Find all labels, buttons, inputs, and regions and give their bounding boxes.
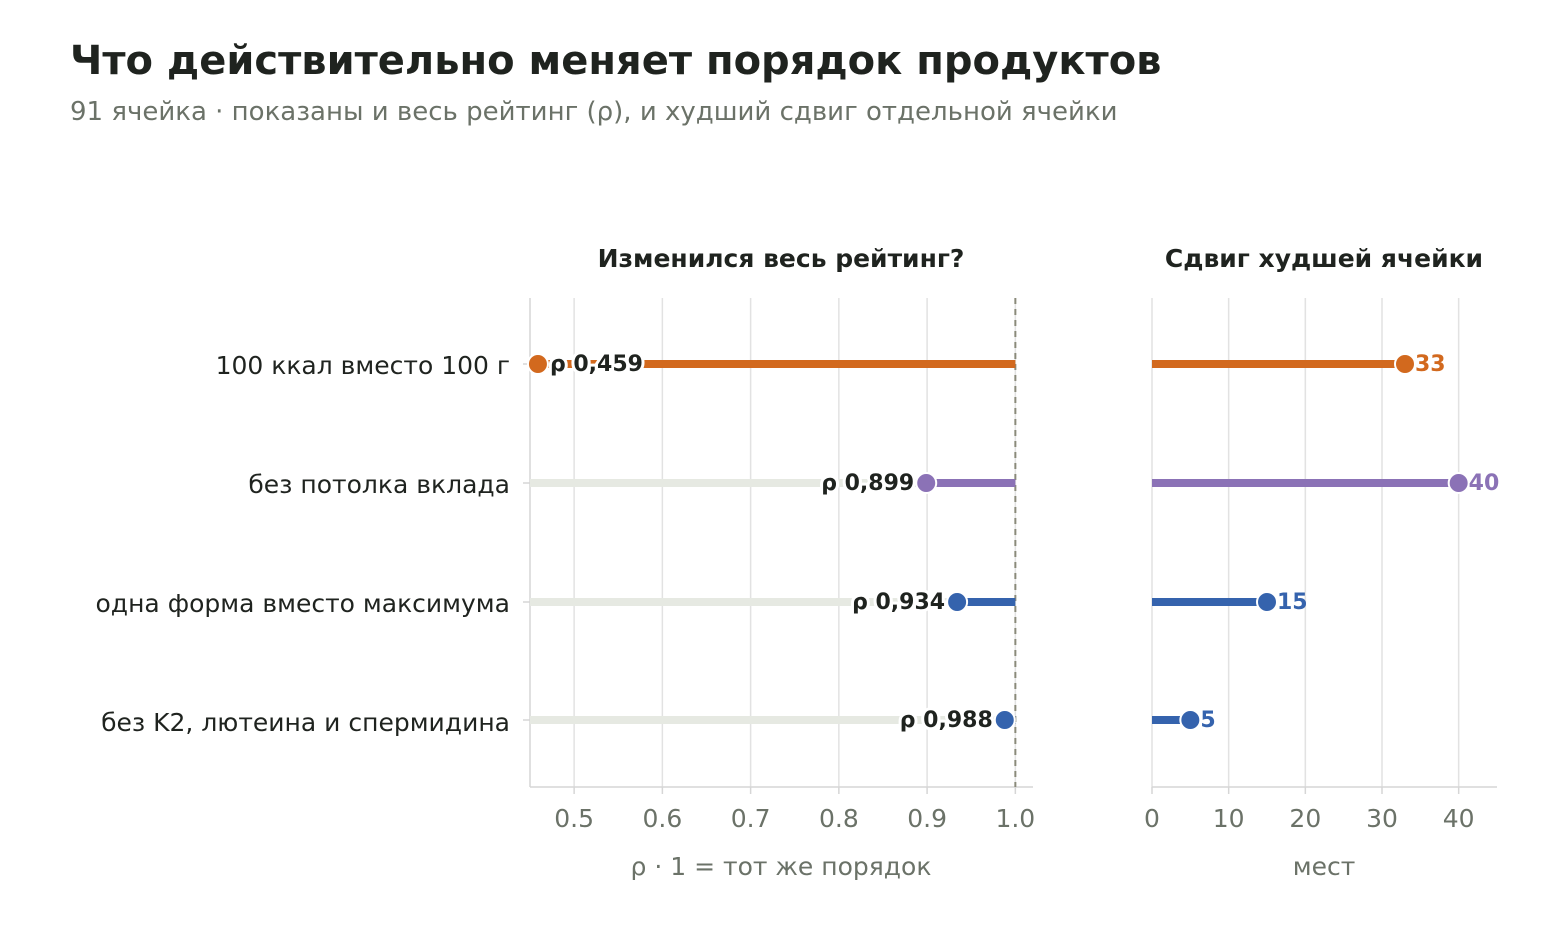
x-tick-label: 0.5	[554, 804, 594, 833]
x-axis-label-worst-shift: мест	[1293, 852, 1356, 881]
x-tick-label: 30	[1366, 804, 1398, 833]
data-label: 40	[1469, 471, 1500, 496]
x-tick-label: 10	[1213, 804, 1245, 833]
data-point	[1394, 353, 1416, 375]
data-point	[1447, 472, 1470, 494]
data-label: ρ 0,988	[900, 708, 993, 733]
data-point	[915, 472, 938, 494]
data-label: 15	[1277, 590, 1308, 615]
data-label: 33	[1415, 352, 1446, 377]
x-tick-label: 0.8	[819, 804, 859, 833]
data-point	[526, 353, 549, 375]
panel-title-worst-shift: Сдвиг худшей ячейки	[1165, 244, 1483, 273]
x-tick-label: 1.0	[995, 804, 1035, 833]
panel-title-correlation: Изменился весь рейтинг?	[598, 244, 965, 273]
data-label: 5	[1200, 708, 1215, 733]
panel-worst-shift: Сдвиг худшей ячейки мест 0 10 20 30 40 33 40 15…	[1144, 244, 1499, 881]
x-axis-label-correlation: ρ · 1 = тот же порядок	[631, 852, 932, 881]
x-tick-label: 0.7	[731, 804, 771, 833]
x-tick-label: 0	[1144, 804, 1160, 833]
data-label: ρ 0,899	[821, 471, 914, 496]
x-tick-label: 0.9	[907, 804, 947, 833]
data-point	[946, 591, 969, 613]
category-label: без потолка вклада	[248, 470, 510, 499]
panel-correlation: Изменился весь рейтинг? ρ · 1 = тот же п…	[523, 244, 1035, 881]
category-label: 100 ккал вместо 100 г	[216, 351, 510, 380]
category-label: без K2, лютеина и спермидина	[101, 708, 510, 737]
data-label: ρ 0,934	[852, 590, 945, 615]
x-tick-label: 40	[1443, 804, 1475, 833]
category-label: одна форма вместо максимума	[96, 589, 511, 618]
data-point	[1179, 709, 1202, 731]
data-label: ρ 0,459	[550, 352, 643, 377]
data-point	[993, 709, 1016, 731]
data-point	[1256, 591, 1278, 613]
chart-subtitle: 91 ячейка · показаны и весь рейтинг (ρ),…	[70, 97, 1118, 127]
chart-title: Что действительно меняет порядок продукт…	[70, 38, 1161, 84]
x-tick-label: 20	[1289, 804, 1321, 833]
category-labels: 100 ккал вместо 100 г без потолка вклада…	[96, 351, 511, 737]
x-tick-label: 0.6	[642, 804, 682, 833]
